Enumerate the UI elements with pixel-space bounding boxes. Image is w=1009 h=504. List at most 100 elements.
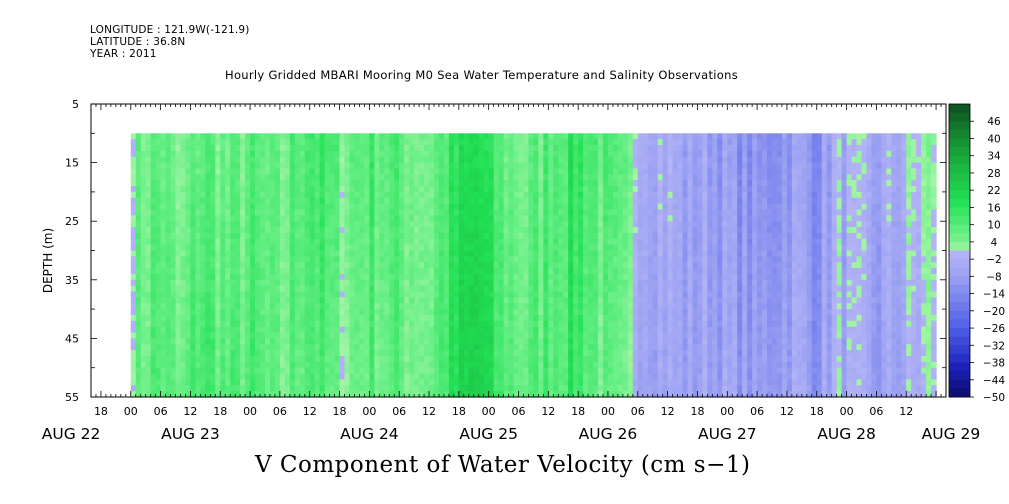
heatmap-cell bbox=[677, 361, 684, 369]
heatmap-cell bbox=[538, 209, 544, 216]
heatmap-cell bbox=[374, 168, 380, 175]
heatmap-cell bbox=[354, 209, 361, 216]
heatmap-cell bbox=[458, 180, 465, 187]
heatmap-cell bbox=[458, 232, 465, 240]
heatmap-cell bbox=[369, 244, 375, 252]
heatmap-cell bbox=[607, 350, 614, 357]
heatmap-cell bbox=[637, 391, 644, 398]
heatmap-cell bbox=[409, 303, 415, 310]
heatmap-cell bbox=[578, 174, 584, 181]
heatmap-cell bbox=[662, 350, 669, 357]
heatmap-cell bbox=[612, 309, 619, 316]
heatmap-cell bbox=[573, 373, 579, 381]
heatmap-cell bbox=[538, 250, 544, 257]
heatmap-cell bbox=[473, 174, 480, 181]
heatmap-cell bbox=[200, 309, 206, 316]
heatmap-cell bbox=[190, 232, 196, 240]
heatmap-cell bbox=[304, 197, 311, 205]
heatmap-cell bbox=[260, 379, 266, 386]
heatmap-cell bbox=[240, 168, 246, 175]
heatmap-cell bbox=[533, 209, 539, 216]
heatmap-cell bbox=[230, 209, 236, 216]
heatmap-cell bbox=[220, 145, 226, 152]
heatmap-cell bbox=[399, 250, 405, 257]
heatmap-cell bbox=[185, 162, 192, 170]
heatmap-cell bbox=[404, 174, 410, 181]
heatmap-cell bbox=[568, 314, 574, 322]
heatmap-cell bbox=[598, 215, 604, 222]
heatmap-cell bbox=[622, 191, 629, 199]
heatmap-cell bbox=[493, 156, 500, 164]
heatmap-cell bbox=[175, 268, 182, 275]
heatmap-cell bbox=[533, 139, 539, 146]
heatmap-cell bbox=[359, 256, 365, 263]
heatmap-cell bbox=[483, 355, 490, 363]
heatmap-cell bbox=[473, 385, 480, 392]
heatmap-cell bbox=[488, 238, 495, 246]
heatmap-cell bbox=[558, 326, 564, 334]
heatmap-cell bbox=[155, 355, 162, 363]
heatmap-cell bbox=[657, 145, 664, 152]
heatmap-cell bbox=[205, 338, 211, 345]
heatmap-cell bbox=[200, 314, 206, 322]
heatmap-cell bbox=[245, 174, 251, 181]
heatmap-cell bbox=[155, 162, 162, 170]
heatmap-cell bbox=[548, 186, 554, 193]
heatmap-cell bbox=[598, 332, 604, 339]
heatmap-cell bbox=[399, 238, 405, 246]
heatmap-cell bbox=[374, 338, 380, 345]
heatmap-cell bbox=[394, 150, 400, 158]
heatmap-cell bbox=[245, 268, 251, 275]
heatmap-cell bbox=[394, 162, 400, 170]
heatmap-cell bbox=[200, 203, 206, 211]
heatmap-cell bbox=[195, 344, 201, 351]
heatmap-cell bbox=[274, 291, 281, 298]
heatmap-cell bbox=[642, 391, 649, 398]
heatmap-cell bbox=[225, 256, 231, 263]
heatmap-cell bbox=[165, 279, 172, 287]
heatmap-cell bbox=[523, 221, 530, 228]
heatmap-cell bbox=[264, 203, 271, 211]
heatmap-cell bbox=[240, 320, 246, 328]
heatmap-cell bbox=[304, 303, 311, 310]
heatmap-cell bbox=[225, 344, 231, 351]
heatmap-cell bbox=[568, 197, 574, 205]
heatmap-cell bbox=[677, 350, 684, 357]
heatmap-cell bbox=[598, 139, 604, 146]
heatmap-cell bbox=[399, 291, 405, 298]
heatmap-cell bbox=[195, 373, 201, 381]
heatmap-cell bbox=[607, 373, 614, 381]
heatmap-cell bbox=[354, 338, 361, 345]
heatmap-cell bbox=[478, 361, 485, 369]
heatmap-cell bbox=[677, 203, 684, 211]
heatmap-cell bbox=[175, 244, 182, 252]
heatmap-cell bbox=[155, 209, 162, 216]
heatmap-cell bbox=[508, 314, 515, 322]
heatmap-cell bbox=[478, 262, 485, 269]
heatmap-cell bbox=[150, 215, 157, 222]
heatmap-cell bbox=[245, 209, 251, 216]
heatmap-cell bbox=[409, 139, 415, 146]
heatmap-cell bbox=[667, 238, 674, 246]
heatmap-cell bbox=[483, 180, 490, 187]
heatmap-cell bbox=[324, 373, 331, 381]
heatmap-cell bbox=[289, 221, 296, 228]
heatmap-cell bbox=[538, 150, 544, 158]
heatmap-cell bbox=[225, 209, 231, 216]
heatmap-cell bbox=[274, 320, 281, 328]
heatmap-cell bbox=[200, 361, 206, 369]
heatmap-cell bbox=[269, 303, 276, 310]
heatmap-cell bbox=[175, 320, 182, 328]
heatmap-cell bbox=[260, 256, 266, 263]
heatmap-cell bbox=[319, 385, 326, 392]
heatmap-cell bbox=[677, 232, 684, 240]
heatmap-cell bbox=[324, 244, 331, 252]
heatmap-cell bbox=[150, 256, 157, 263]
heatmap-cell bbox=[264, 262, 271, 269]
heatmap-cell bbox=[269, 168, 276, 175]
heatmap-cell bbox=[657, 279, 664, 287]
heatmap-cell bbox=[513, 297, 520, 304]
heatmap-cell bbox=[190, 285, 196, 293]
heatmap-cell bbox=[289, 285, 296, 293]
heatmap-cell bbox=[424, 168, 430, 175]
